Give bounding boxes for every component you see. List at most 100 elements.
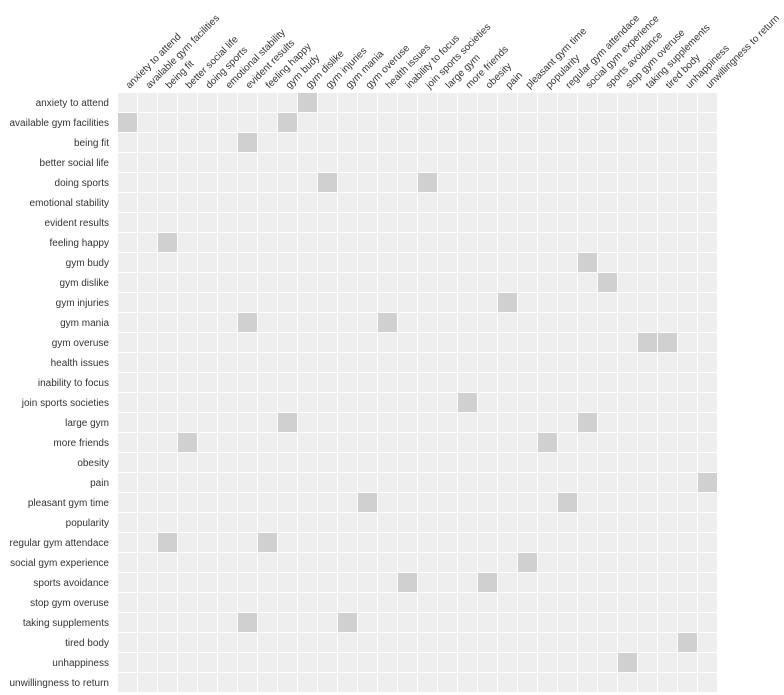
matrix-cell bbox=[258, 233, 277, 252]
matrix-cell bbox=[418, 673, 437, 692]
matrix-cell bbox=[138, 593, 157, 612]
matrix-cell bbox=[558, 253, 577, 272]
matrix-cell bbox=[378, 213, 397, 232]
matrix-cell bbox=[598, 633, 617, 652]
matrix-cell bbox=[358, 373, 377, 392]
matrix-cell bbox=[318, 493, 337, 512]
matrix-cell bbox=[538, 153, 557, 172]
matrix-cell bbox=[358, 613, 377, 632]
matrix-cell bbox=[698, 593, 717, 612]
matrix-cell bbox=[198, 393, 217, 412]
matrix-cell bbox=[258, 353, 277, 372]
matrix-cell bbox=[498, 173, 517, 192]
matrix-cell bbox=[318, 273, 337, 292]
matrix-cell bbox=[358, 153, 377, 172]
matrix-cell bbox=[438, 373, 457, 392]
matrix-cell bbox=[618, 373, 637, 392]
matrix-cell bbox=[698, 273, 717, 292]
matrix-cell bbox=[618, 253, 637, 272]
matrix-cell bbox=[578, 233, 597, 252]
matrix-cell bbox=[318, 433, 337, 452]
matrix-cell bbox=[258, 173, 277, 192]
matrix-cell bbox=[578, 533, 597, 552]
matrix-cell bbox=[218, 333, 237, 352]
matrix-cell bbox=[278, 553, 297, 572]
matrix-cell bbox=[158, 393, 177, 412]
matrix-cell bbox=[138, 613, 157, 632]
matrix-cell bbox=[658, 653, 677, 672]
matrix-cell bbox=[618, 93, 637, 112]
matrix-cell bbox=[438, 593, 457, 612]
matrix-cell bbox=[638, 633, 657, 652]
matrix-cell bbox=[178, 453, 197, 472]
matrix-cell bbox=[138, 133, 157, 152]
matrix-cell bbox=[178, 313, 197, 332]
matrix-cell bbox=[578, 153, 597, 172]
matrix-cell bbox=[198, 213, 217, 232]
matrix-cell bbox=[518, 253, 537, 272]
matrix-cell bbox=[458, 673, 477, 692]
matrix-cell bbox=[478, 373, 497, 392]
matrix-cell bbox=[418, 393, 437, 412]
matrix-cell bbox=[398, 253, 417, 272]
matrix-cell bbox=[678, 613, 697, 632]
matrix-cell bbox=[338, 153, 357, 172]
matrix-cell bbox=[278, 393, 297, 412]
matrix-cell bbox=[438, 653, 457, 672]
matrix-cell bbox=[338, 353, 357, 372]
matrix-cell bbox=[518, 453, 537, 472]
matrix-cell-filled bbox=[618, 653, 637, 672]
matrix-cell bbox=[318, 453, 337, 472]
row-label: gym budy bbox=[66, 258, 109, 269]
matrix-cell bbox=[618, 533, 637, 552]
matrix-cell bbox=[658, 533, 677, 552]
matrix-cell bbox=[498, 193, 517, 212]
matrix-cell bbox=[618, 633, 637, 652]
matrix-cell bbox=[238, 173, 257, 192]
matrix-cell bbox=[198, 673, 217, 692]
row-label: gym mania bbox=[60, 318, 109, 329]
matrix-cell bbox=[658, 473, 677, 492]
matrix-cell bbox=[698, 673, 717, 692]
matrix-cell bbox=[538, 93, 557, 112]
matrix-cell bbox=[558, 593, 577, 612]
matrix-cell bbox=[558, 473, 577, 492]
matrix-cell bbox=[278, 133, 297, 152]
matrix-cell bbox=[578, 313, 597, 332]
matrix-cell bbox=[418, 333, 437, 352]
matrix-cell bbox=[638, 473, 657, 492]
matrix-cell bbox=[498, 333, 517, 352]
matrix-cell bbox=[638, 173, 657, 192]
matrix-cell bbox=[518, 613, 537, 632]
matrix-cell bbox=[698, 493, 717, 512]
row-label: anxiety to attend bbox=[36, 98, 109, 109]
matrix-cell bbox=[178, 193, 197, 212]
matrix-cell bbox=[158, 473, 177, 492]
matrix-cell bbox=[598, 453, 617, 472]
matrix-cell bbox=[138, 573, 157, 592]
matrix-cell bbox=[198, 173, 217, 192]
matrix-cell bbox=[298, 653, 317, 672]
matrix-cell bbox=[638, 153, 657, 172]
matrix-cell bbox=[518, 573, 537, 592]
matrix-cell bbox=[618, 573, 637, 592]
row-label: health issues bbox=[51, 358, 109, 369]
matrix-cell bbox=[418, 313, 437, 332]
matrix-cell bbox=[538, 673, 557, 692]
matrix-cell bbox=[138, 93, 157, 112]
matrix-cell bbox=[218, 653, 237, 672]
matrix-cell bbox=[238, 673, 257, 692]
matrix-cell bbox=[438, 273, 457, 292]
matrix-cell bbox=[618, 513, 637, 532]
matrix-cell-filled bbox=[538, 433, 557, 452]
matrix-cell bbox=[578, 433, 597, 452]
matrix-cell bbox=[218, 113, 237, 132]
matrix-cell bbox=[478, 333, 497, 352]
matrix-cell bbox=[558, 553, 577, 572]
matrix-cell bbox=[538, 233, 557, 252]
matrix-cell bbox=[678, 373, 697, 392]
matrix-cell bbox=[438, 453, 457, 472]
matrix-cell bbox=[318, 153, 337, 172]
matrix-cell bbox=[138, 433, 157, 452]
